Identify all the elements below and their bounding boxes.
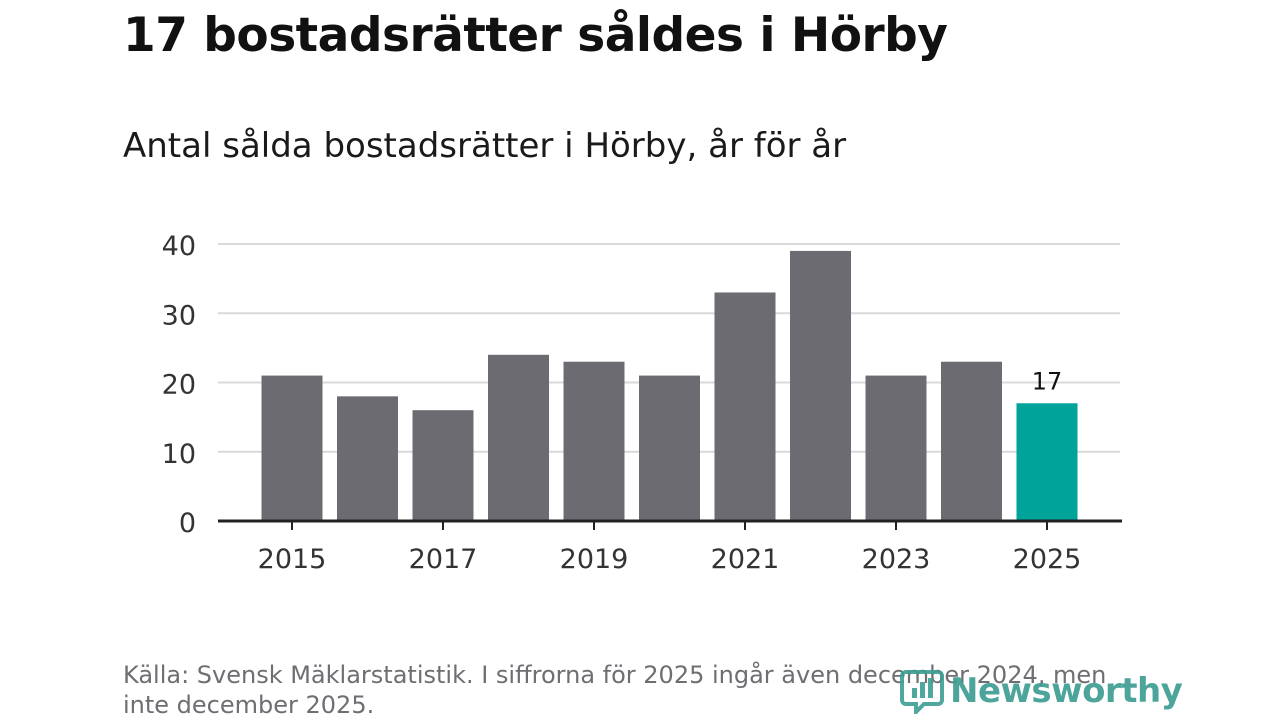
bar-2025 xyxy=(1016,403,1078,521)
x-tick-label: 2021 xyxy=(711,544,780,575)
newsworthy-logo-icon xyxy=(900,670,944,714)
y-tick-label: 40 xyxy=(162,231,196,262)
bar-2021 xyxy=(714,292,776,521)
bar-2018 xyxy=(488,354,549,521)
x-tick-label: 2023 xyxy=(862,544,931,575)
y-tick-label: 30 xyxy=(162,300,196,331)
y-tick-label: 0 xyxy=(179,508,196,539)
brand-name: Newsworthy xyxy=(950,671,1183,711)
bar-2022 xyxy=(790,250,851,522)
bar-2019 xyxy=(563,361,625,521)
bar-2017 xyxy=(412,410,474,521)
x-tick-label: 2017 xyxy=(409,544,478,575)
bar-2023 xyxy=(865,375,927,521)
x-tick-label: 2025 xyxy=(1013,544,1082,575)
x-tick-label: 2019 xyxy=(560,544,629,575)
data-label: 17 xyxy=(1032,367,1063,395)
bar-2020 xyxy=(639,375,700,521)
chart-title: 17 bostadsrätter såldes i Hörby xyxy=(123,8,948,63)
x-tick-label: 2015 xyxy=(258,544,327,575)
bar-2016 xyxy=(337,396,398,521)
bar-2024 xyxy=(941,361,1002,521)
bar-2015 xyxy=(261,375,323,521)
chart-subtitle: Antal sålda bostadsrätter i Hörby, år fö… xyxy=(123,126,847,166)
brand-logo: Newsworthy xyxy=(900,668,1183,714)
y-tick-label: 20 xyxy=(162,370,196,401)
y-tick-label: 10 xyxy=(162,439,196,470)
